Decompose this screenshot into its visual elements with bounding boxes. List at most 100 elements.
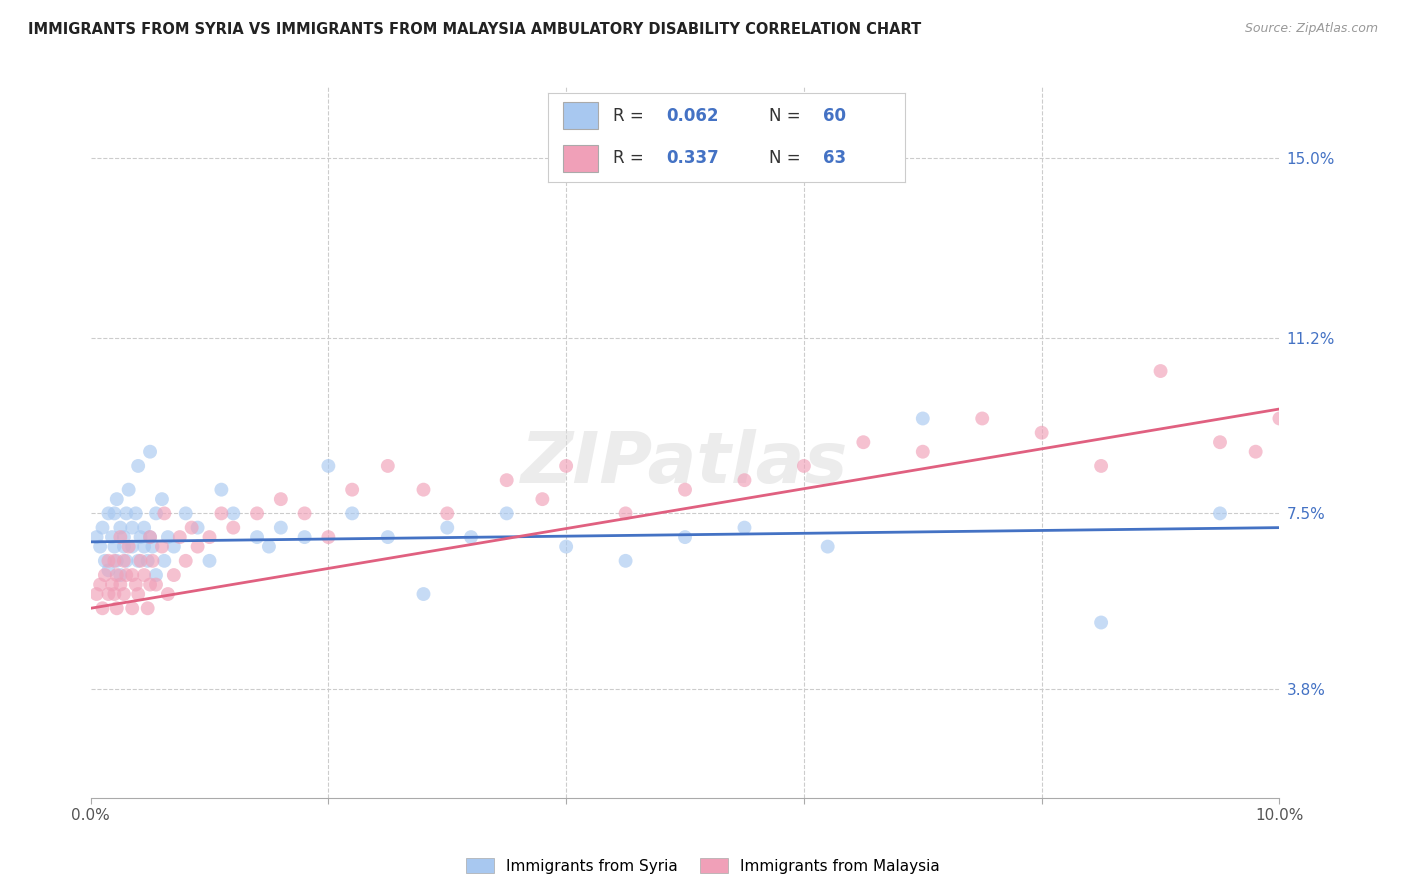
- Point: [132, 520, 155, 534]
- Point: [94, 554, 117, 568]
- Point: [103, 587, 125, 601]
- Point: [198, 554, 221, 568]
- Point: [129, 554, 152, 568]
- Point: [115, 568, 138, 582]
- Point: [136, 554, 159, 568]
- Point: [174, 507, 197, 521]
- Point: [91, 520, 114, 534]
- Point: [112, 554, 135, 568]
- Point: [257, 540, 280, 554]
- Point: [412, 483, 434, 497]
- Text: IMMIGRANTS FROM SYRIA VS IMMIGRANTS FROM MALAYSIA AMBULATORY DISABILITY CORRELAT: IMMIGRANTS FROM SYRIA VS IMMIGRANTS FROM…: [28, 22, 921, 37]
- Point: [246, 507, 269, 521]
- Point: [150, 540, 173, 554]
- Point: [222, 507, 245, 521]
- Point: [121, 601, 143, 615]
- Point: [91, 601, 114, 615]
- Point: [1209, 435, 1232, 450]
- Point: [972, 411, 994, 425]
- Point: [156, 530, 179, 544]
- Point: [209, 507, 232, 521]
- Point: [110, 577, 132, 591]
- Point: [911, 444, 934, 458]
- Point: [97, 563, 120, 577]
- Point: [294, 530, 316, 544]
- Point: [1090, 615, 1112, 630]
- Point: [105, 492, 128, 507]
- Point: [153, 554, 176, 568]
- Point: [673, 483, 696, 497]
- Point: [103, 540, 125, 554]
- Point: [436, 507, 458, 521]
- Point: [495, 473, 517, 487]
- Point: [127, 587, 149, 601]
- Point: [101, 530, 124, 544]
- Point: [318, 458, 340, 473]
- Point: [141, 554, 163, 568]
- Point: [911, 411, 934, 425]
- Point: [673, 530, 696, 544]
- Point: [118, 483, 141, 497]
- Point: [153, 507, 176, 521]
- Point: [105, 554, 128, 568]
- Point: [180, 520, 202, 534]
- Point: [198, 530, 221, 544]
- Point: [115, 507, 138, 521]
- Point: [793, 458, 815, 473]
- Point: [132, 568, 155, 582]
- Point: [110, 520, 132, 534]
- Point: [105, 601, 128, 615]
- Point: [121, 540, 143, 554]
- Point: [86, 587, 108, 601]
- Point: [614, 507, 637, 521]
- Point: [139, 530, 162, 544]
- Point: [129, 530, 152, 544]
- Point: [97, 507, 120, 521]
- Point: [340, 483, 363, 497]
- Point: [436, 520, 458, 534]
- Point: [852, 435, 875, 450]
- Point: [1149, 364, 1171, 378]
- Point: [733, 473, 755, 487]
- Point: [187, 520, 209, 534]
- Point: [94, 568, 117, 582]
- Point: [1209, 507, 1232, 521]
- Point: [103, 554, 125, 568]
- Point: [318, 530, 340, 544]
- Point: [163, 540, 186, 554]
- Point: [209, 483, 232, 497]
- Point: [222, 520, 245, 534]
- Point: [555, 540, 578, 554]
- Point: [97, 587, 120, 601]
- Point: [150, 492, 173, 507]
- Point: [817, 540, 839, 554]
- Point: [460, 530, 482, 544]
- Text: ZIPatlas: ZIPatlas: [522, 429, 849, 498]
- Point: [294, 507, 316, 521]
- Point: [174, 554, 197, 568]
- Point: [112, 587, 135, 601]
- Point: [246, 530, 269, 544]
- Point: [163, 568, 186, 582]
- Point: [377, 458, 399, 473]
- Point: [145, 507, 167, 521]
- Point: [101, 577, 124, 591]
- Point: [89, 577, 111, 591]
- Point: [187, 540, 209, 554]
- Point: [145, 577, 167, 591]
- Point: [1244, 444, 1267, 458]
- Point: [1090, 458, 1112, 473]
- Point: [110, 530, 132, 544]
- Point: [103, 507, 125, 521]
- Point: [270, 520, 292, 534]
- Point: [377, 530, 399, 544]
- Point: [412, 587, 434, 601]
- Point: [127, 554, 149, 568]
- Point: [169, 530, 191, 544]
- Point: [270, 492, 292, 507]
- Point: [112, 530, 135, 544]
- Point: [141, 540, 163, 554]
- Point: [555, 458, 578, 473]
- Legend: Immigrants from Syria, Immigrants from Malaysia: Immigrants from Syria, Immigrants from M…: [460, 852, 946, 880]
- Point: [112, 540, 135, 554]
